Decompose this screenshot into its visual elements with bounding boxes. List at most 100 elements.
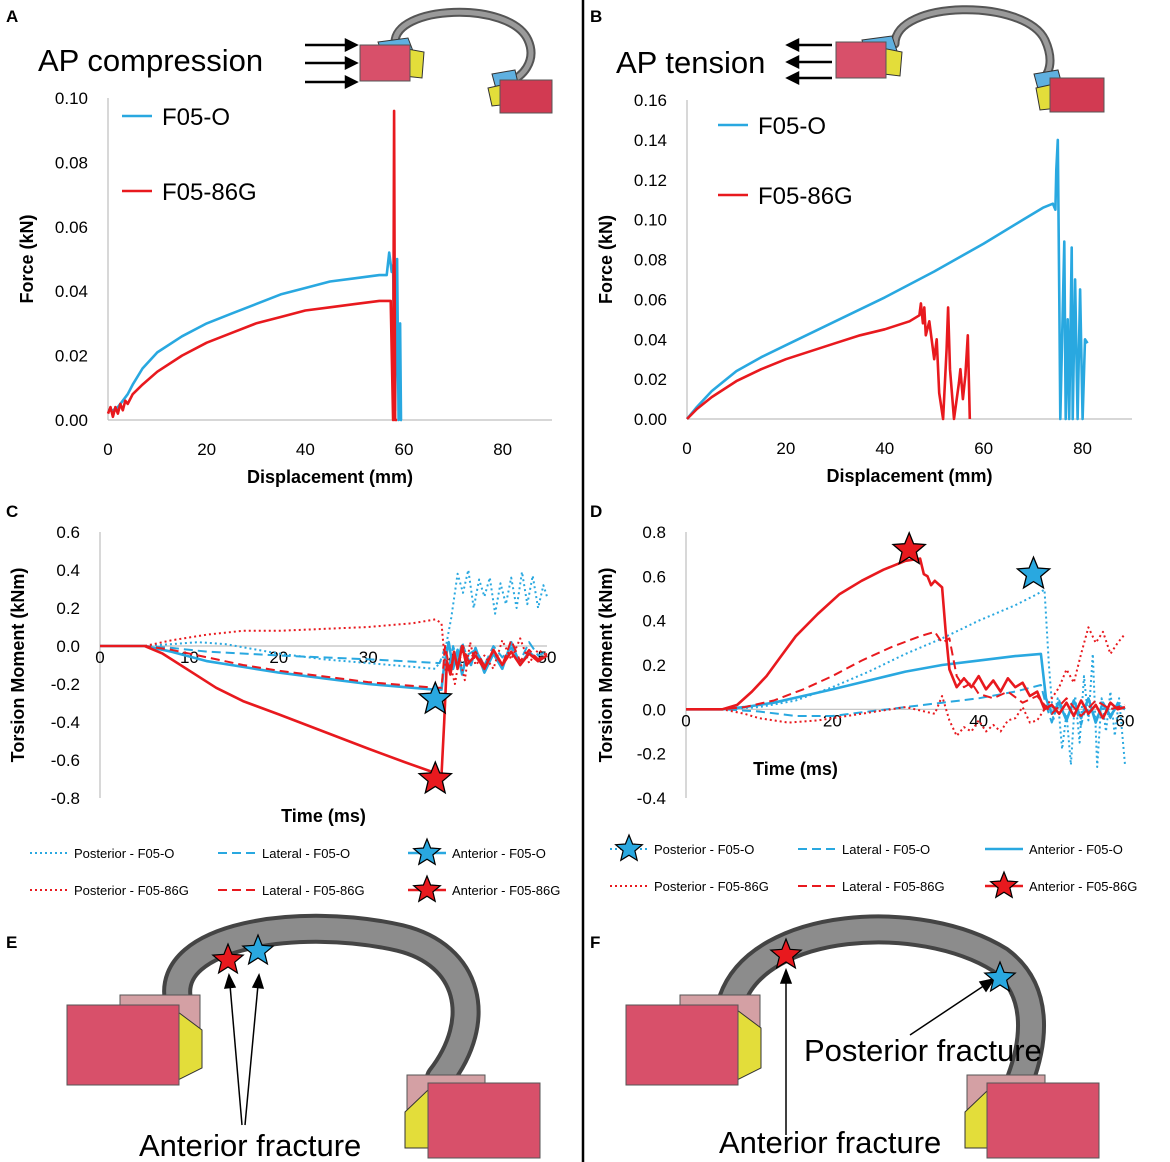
y-tick-label: 0.2 <box>56 599 80 618</box>
x-tick-label: 20 <box>776 439 795 458</box>
y-tick-label: 0.16 <box>634 91 667 110</box>
y-tick-label: 0.0 <box>642 700 666 719</box>
series-line-lateral-f05-86g <box>100 639 548 689</box>
y-tick-label: -0.4 <box>51 713 80 732</box>
y-tick-label: -0.2 <box>637 745 666 764</box>
x-tick-label: 0 <box>95 648 104 667</box>
fracture-star-red <box>891 530 927 565</box>
legend-label: Anterior - F05-86G <box>452 883 560 898</box>
legend-label: F05-86G <box>758 183 853 210</box>
y-tick-label: 0.08 <box>634 251 667 270</box>
legend-label: Lateral - F05-O <box>262 846 350 861</box>
legend-label: F05-86G <box>162 179 257 206</box>
y-tick-label: 0.6 <box>56 523 80 542</box>
series-line-posterior-f05-86g <box>100 618 548 685</box>
x-axis-title: Displacement (mm) <box>247 467 413 487</box>
y-tick-label: 0.00 <box>55 411 88 430</box>
y-tick-label: 0.10 <box>55 89 88 108</box>
legend-label: Anterior - F05-O <box>1029 842 1123 857</box>
y-tick-label: 0.4 <box>56 561 80 580</box>
block-right <box>427 1082 541 1159</box>
legend-star <box>412 874 442 903</box>
anterior-fracture-star-red <box>211 942 245 975</box>
y-tick-label: 0.6 <box>642 567 666 586</box>
y-tick-label: 0.08 <box>55 153 88 172</box>
x-tick-label: 60 <box>1116 711 1135 730</box>
panel-f-illustration: Posterior fracture Anterior fracture <box>625 914 1100 1160</box>
x-tick-label: 40 <box>296 440 315 459</box>
x-tick-label: 0 <box>103 440 112 459</box>
panel-a-illustration <box>305 7 553 114</box>
legend-label: F05-O <box>162 104 230 131</box>
y-tick-label: -0.6 <box>51 751 80 770</box>
y-tick-label: 0.04 <box>634 330 667 349</box>
panel-letter-d: D <box>590 502 602 521</box>
x-axis-title: Time (ms) <box>281 806 366 826</box>
y-tick-label: 0.8 <box>642 523 666 542</box>
y-tick-label: 0.0 <box>56 637 80 656</box>
tension-arrows <box>785 37 832 86</box>
legend-label: Posterior - F05-O <box>654 842 754 857</box>
x-tick-label: 80 <box>1073 439 1092 458</box>
panel-letter-f: F <box>590 933 600 952</box>
panel-a-title: AP compression <box>38 43 263 78</box>
block <box>625 1004 739 1086</box>
series-line-posterior-f05-o <box>686 588 1126 768</box>
x-tick-label: 0 <box>681 711 690 730</box>
block-right <box>986 1082 1100 1159</box>
series-line-anterior-f05-86g <box>686 557 1126 720</box>
anchor-block <box>1049 77 1105 113</box>
compression-block <box>359 44 411 82</box>
x-tick-label: 20 <box>823 711 842 730</box>
panel-letter-c: C <box>6 502 18 521</box>
anchor-block <box>499 79 553 114</box>
series-line-anterior-f05-o <box>686 652 1126 724</box>
legend-label: Posterior - F05-86G <box>654 879 769 894</box>
legend-label: Posterior - F05-O <box>74 846 174 861</box>
posterior-fracture-label: Posterior fracture <box>804 1033 1042 1068</box>
legend-label: F05-O <box>758 113 826 140</box>
series-line-anterior-f05-o <box>100 640 548 692</box>
block <box>66 1004 180 1086</box>
series-line-posterior-f05-o <box>100 569 548 670</box>
chart-c: -0.8-0.6-0.4-0.20.00.20.40.60 10 20 30 40 50T… <box>8 523 556 826</box>
fracture-arrows <box>223 972 265 1126</box>
legend-label: Lateral - F05-86G <box>262 883 365 898</box>
anterior-fracture-label: Anterior fracture <box>139 1128 361 1162</box>
legend-label: Lateral - F05-O <box>842 842 930 857</box>
x-tick-label: 20 <box>197 440 216 459</box>
y-tick-label: 0.02 <box>55 347 88 366</box>
anterior-fracture-star-red <box>769 937 803 970</box>
legend-star <box>614 833 644 862</box>
series-line-f05-86g <box>106 109 398 422</box>
illustration-stars <box>211 933 1017 993</box>
legend-d: Posterior - F05-O Lateral - F05-O Anterior… <box>610 833 1137 899</box>
panel-letter-b: B <box>590 7 602 26</box>
legend-label: Lateral - F05-86G <box>842 879 945 894</box>
fracture-arrows <box>779 967 996 1135</box>
compression-arrows <box>305 37 359 90</box>
legend-star <box>989 870 1019 899</box>
legend-label: Posterior - F05-86G <box>74 883 189 898</box>
bone-arc-highlight <box>892 7 1053 83</box>
fracture-star-blue <box>1015 555 1052 590</box>
tension-block <box>835 41 887 79</box>
y-axis-title: Force (kN) <box>596 215 616 304</box>
panel-b-illustration <box>785 5 1105 113</box>
x-tick-label: 40 <box>875 439 894 458</box>
posterior-fracture-star-blue <box>983 960 1017 993</box>
bone-arc-highlight <box>392 9 534 83</box>
fracture-star-blue <box>417 680 454 715</box>
panel-letter-e: E <box>6 933 17 952</box>
x-tick-label: 60 <box>395 440 414 459</box>
fracture-star-red <box>417 760 454 795</box>
chart-b: 0.00 0.02 0.04 0.06 0.08 0.10 0.12 0.14 0.16 0 20 4… <box>596 91 1132 486</box>
series-line-f05-o <box>685 138 1089 421</box>
x-tick-label: 60 <box>974 439 993 458</box>
x-axis-title: Time (ms) <box>753 759 838 779</box>
chart-a: 0.00 0.02 0.04 0.06 0.08 0.10 0 20 40 60 80 Displac… <box>17 89 552 487</box>
y-tick-label: 0.04 <box>55 282 88 301</box>
bone-arc-highlight <box>166 917 477 1089</box>
